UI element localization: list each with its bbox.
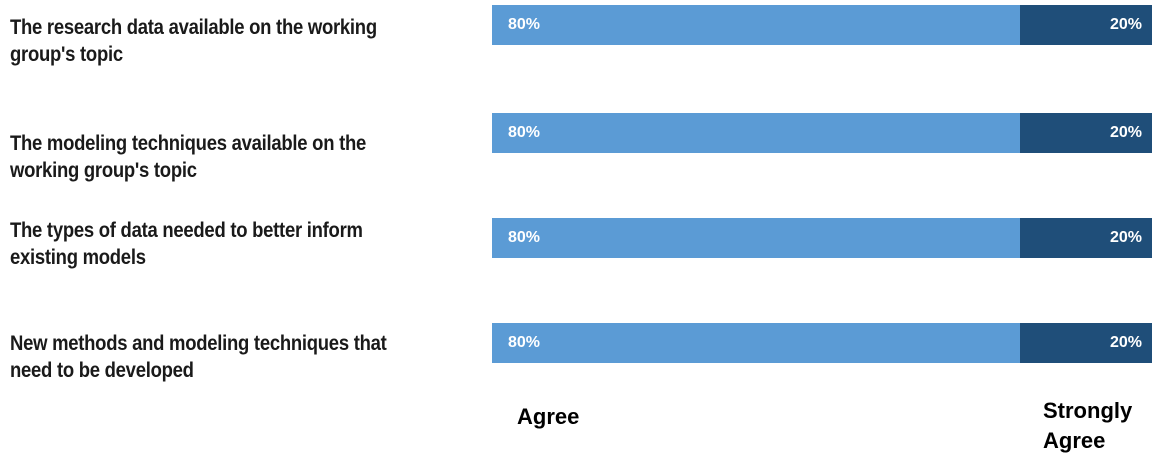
legend-label-strongly-agree: Strongly Agree xyxy=(1043,396,1132,456)
bar-segment-agree: 80% xyxy=(492,323,1020,363)
data-label: 80% xyxy=(508,229,541,246)
bar-row: 80% 20% xyxy=(492,5,1152,45)
bar-segment-strongly-agree: 20% xyxy=(1020,218,1152,258)
bar-row: 80% 20% xyxy=(492,113,1152,153)
category-label: The modeling techniques available on the… xyxy=(10,130,415,184)
data-label: 20% xyxy=(1109,124,1142,141)
legend-label-line: Strongly xyxy=(1043,398,1133,423)
category-label: The types of data needed to better infor… xyxy=(10,217,415,271)
category-label-line: The types of data needed to better infor… xyxy=(10,219,363,242)
bar-segment-agree: 80% xyxy=(492,5,1020,45)
data-label: 80% xyxy=(508,334,541,351)
bar-segment-agree: 80% xyxy=(492,218,1020,258)
bar-segment-strongly-agree: 20% xyxy=(1020,5,1152,45)
category-label-line: The research data available on the worki… xyxy=(10,16,377,39)
data-label: 20% xyxy=(1109,334,1142,351)
category-label: New methods and modeling techniques that… xyxy=(10,330,415,384)
bar-row: 80% 20% xyxy=(492,323,1152,363)
bar-segment-strongly-agree: 20% xyxy=(1020,323,1152,363)
legend-label-agree: Agree xyxy=(517,404,580,429)
data-label: 80% xyxy=(508,124,541,141)
data-label: 20% xyxy=(1109,16,1142,33)
category-label-line: The modeling techniques available on the xyxy=(10,132,367,155)
category-label-line: existing models xyxy=(10,246,146,269)
bar-segment-strongly-agree: 20% xyxy=(1020,113,1152,153)
legend-label-line: Agree xyxy=(1043,428,1106,453)
category-label-line: group's topic xyxy=(10,43,123,66)
category-label-line: working group's topic xyxy=(10,159,197,182)
bar-segment-agree: 80% xyxy=(492,113,1020,153)
category-label: The research data available on the worki… xyxy=(10,14,415,68)
category-label-line: need to be developed xyxy=(10,359,194,382)
data-label: 80% xyxy=(508,16,541,33)
category-label-line: New methods and modeling techniques that xyxy=(10,332,387,355)
data-label: 20% xyxy=(1109,229,1142,246)
bar-row: 80% 20% xyxy=(492,218,1152,258)
